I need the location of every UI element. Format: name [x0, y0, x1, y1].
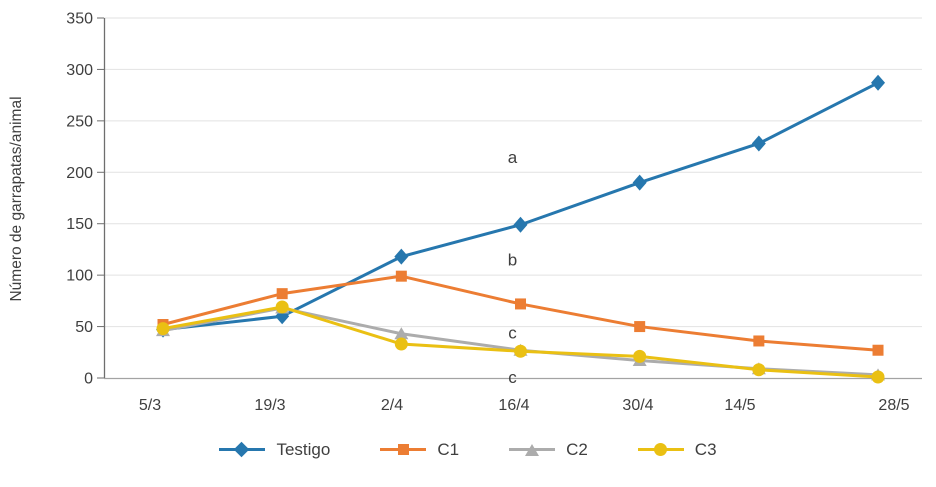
series-c3-point: [275, 300, 289, 314]
series-c1-point: [395, 270, 407, 282]
annotation-letter: a: [508, 148, 518, 167]
legend-item-c2: C2: [509, 441, 588, 458]
y-tick-label: 100: [66, 268, 93, 285]
testigo-line-diamond-icon: [219, 441, 266, 458]
series-c3-point: [156, 322, 170, 336]
series-testigo-point: [751, 135, 766, 152]
c2-line-triangle-icon: [509, 442, 556, 458]
legend-item-c1: C1: [380, 441, 459, 458]
x-axis-label: 28/5: [878, 397, 909, 414]
series-c3-point: [633, 349, 647, 363]
y-tick-label: 150: [66, 216, 93, 233]
x-axis-label: 14/5: [724, 397, 755, 414]
chart-legend: Testigo C1 C2 C3: [0, 441, 936, 458]
legend-label-c3: C3: [694, 440, 717, 459]
x-axis-label: 30/4: [622, 397, 653, 414]
x-axis-label: 16/4: [498, 397, 529, 414]
y-tick-label: 300: [66, 62, 93, 79]
y-tick-label: 200: [66, 165, 93, 182]
series-testigo-point: [394, 248, 409, 265]
series-c1-point: [872, 344, 884, 356]
legend-label-testigo: Testigo: [276, 440, 331, 459]
series-testigo-point: [513, 216, 528, 233]
series-c3-point: [752, 363, 766, 377]
series-c3-point: [394, 337, 408, 351]
legend-item-testigo: Testigo: [219, 441, 330, 458]
y-tick-label: 350: [66, 11, 93, 28]
y-tick-label: 0: [84, 371, 93, 388]
series-c1-point: [276, 288, 288, 300]
annotation-letter: b: [508, 251, 517, 270]
series-testigo-point: [871, 74, 886, 91]
legend-label-c2: C2: [566, 440, 588, 459]
x-axis-label: 2/4: [381, 397, 403, 414]
c1-line-square-icon: [380, 442, 427, 458]
legend-item-c3: C3: [637, 440, 717, 459]
x-axis-label: 5/3: [139, 397, 161, 414]
series-c1-point: [634, 321, 646, 333]
series-testigo-point: [632, 174, 647, 191]
series-line-testigo: [161, 81, 880, 332]
annotation-letter: c: [508, 368, 517, 387]
legend-label-c1: C1: [437, 440, 460, 459]
annotation-letter: c: [508, 324, 517, 343]
y-tick-label: 50: [75, 319, 93, 336]
series-c3-point: [514, 344, 528, 358]
c3-line-circle-icon: [637, 442, 684, 458]
y-tick-label: 250: [66, 113, 93, 130]
series-c3-point: [871, 370, 885, 384]
series-c2-point: [394, 327, 409, 340]
x-axis-label: 19/3: [254, 397, 285, 414]
series-line-c1: [161, 274, 880, 352]
series-c1-point: [515, 298, 527, 310]
series-c1-point: [753, 335, 765, 347]
